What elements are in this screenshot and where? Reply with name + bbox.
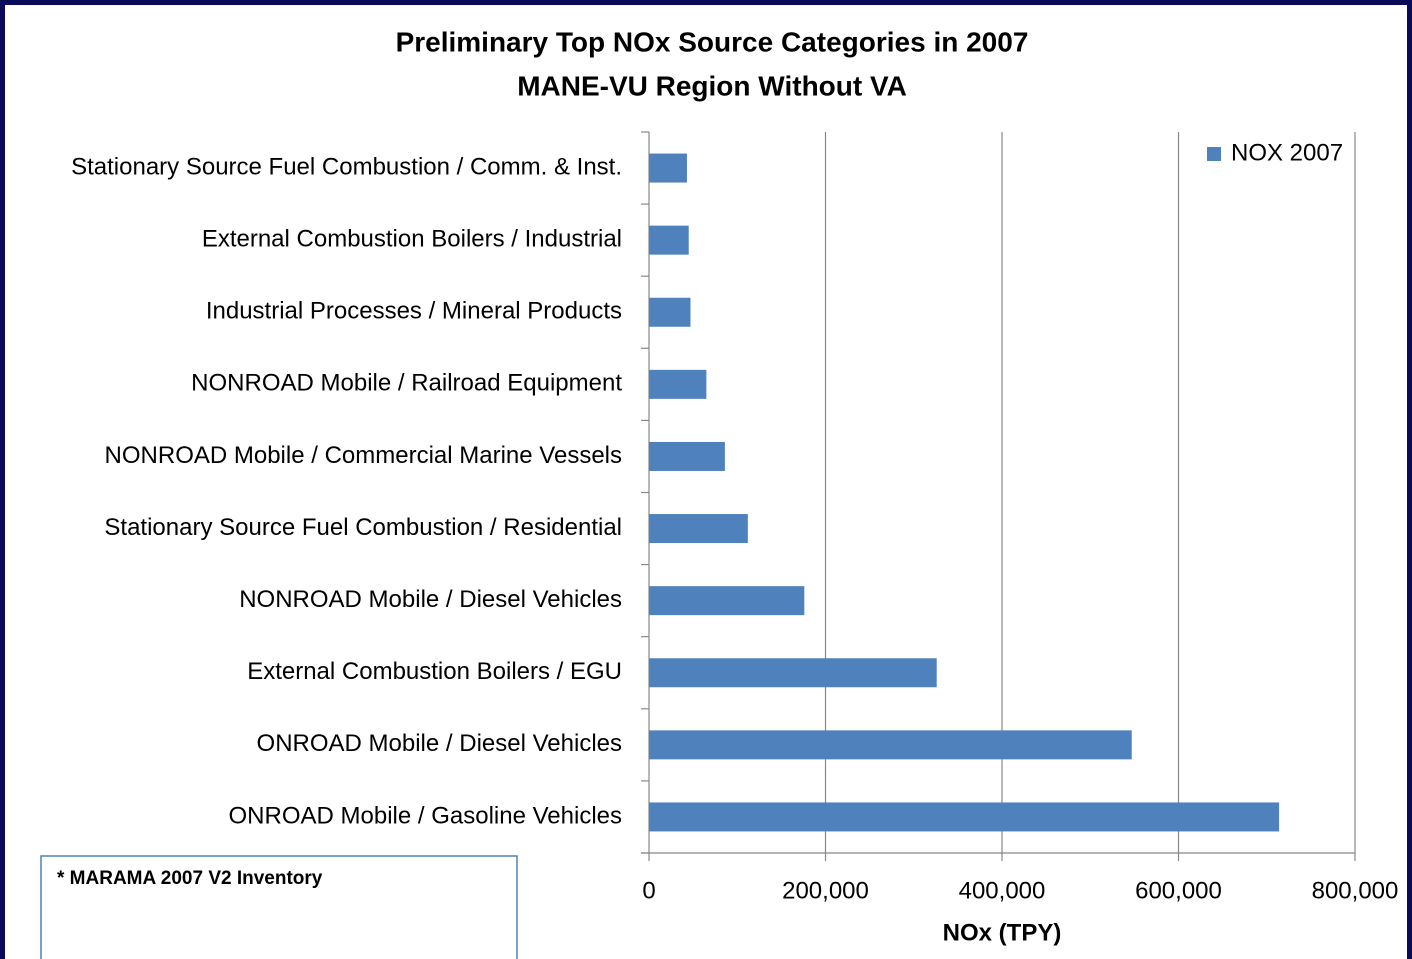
y-tick-label: Industrial Processes / Mineral Products xyxy=(206,298,622,325)
y-tick-label: ONROAD Mobile / Gasoline Vehicles xyxy=(229,802,623,829)
bar xyxy=(649,297,691,327)
bar xyxy=(649,586,805,616)
bar xyxy=(649,369,707,399)
y-tick-label: Stationary Source Fuel Combustion / Resi… xyxy=(104,514,622,541)
x-tick-label: 400,000 xyxy=(959,877,1046,904)
bar xyxy=(649,658,937,688)
legend-label: NOX 2007 xyxy=(1231,139,1343,166)
x-tick-label: 200,000 xyxy=(782,877,869,904)
y-tick-label: ONROAD Mobile / Diesel Vehicles xyxy=(257,730,622,757)
note: * MARAMA 2007 V2 Inventory xyxy=(57,868,323,889)
chart-subtitle: MANE-VU Region Without VA xyxy=(517,70,907,101)
y-tick-label: External Combustion Boilers / Industrial xyxy=(202,225,622,252)
bar xyxy=(649,730,1132,760)
y-tick-label: Stationary Source Fuel Combustion / Comm… xyxy=(71,153,622,180)
x-axis-label: NOx (TPY) xyxy=(943,919,1062,946)
bar xyxy=(649,225,689,255)
y-tick-label: NONROAD Mobile / Railroad Equipment xyxy=(191,370,622,397)
x-tick-label: 0 xyxy=(642,877,655,904)
x-tick-label: 600,000 xyxy=(1135,877,1222,904)
chart-background xyxy=(5,5,1407,959)
y-tick-label: NONROAD Mobile / Diesel Vehicles xyxy=(239,586,622,613)
bar xyxy=(649,153,687,183)
chart-title: Preliminary Top NOx Source Categories in… xyxy=(396,26,1029,57)
note-box xyxy=(40,855,518,959)
bar xyxy=(649,441,725,471)
bar xyxy=(649,802,1280,832)
x-tick-label: 800,000 xyxy=(1312,877,1399,904)
legend-swatch xyxy=(1207,147,1221,161)
y-tick-label: NONROAD Mobile / Commercial Marine Vesse… xyxy=(105,442,622,469)
y-tick-label: External Combustion Boilers / EGU xyxy=(247,658,622,685)
bar xyxy=(649,514,748,544)
